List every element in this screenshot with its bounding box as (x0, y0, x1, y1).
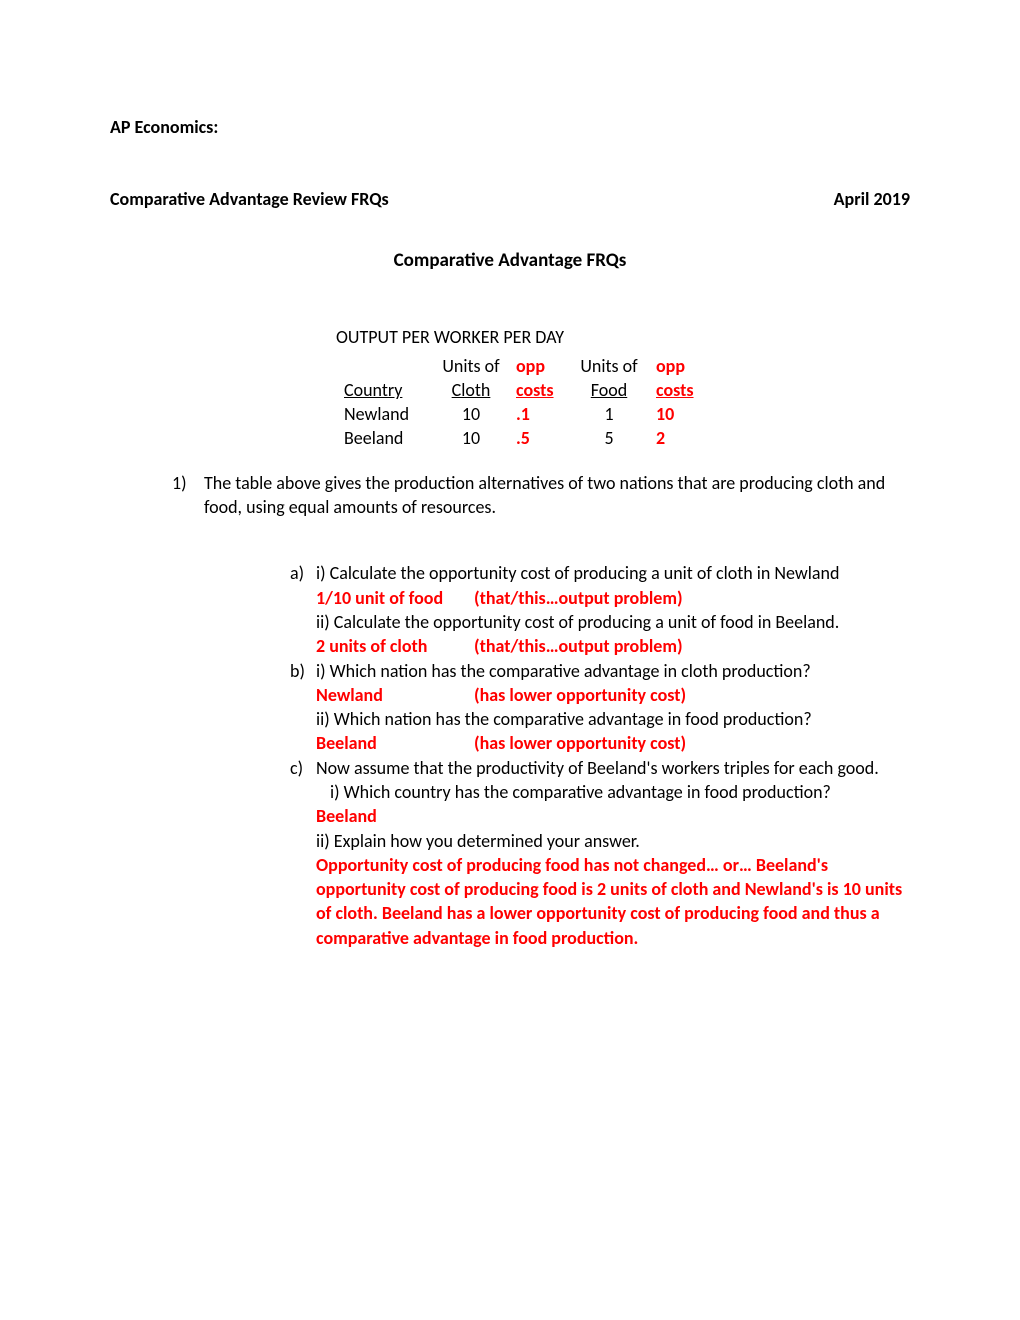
c-i-text: i) Which country has the comparative adv… (316, 780, 910, 804)
part-letter: b) (290, 659, 316, 756)
c-ii-text: ii) Explain how you determined your answ… (316, 829, 910, 853)
header-opp1-bot: costs (508, 378, 570, 402)
header-country: Country (336, 378, 434, 402)
header-opp2-bot: costs (648, 378, 702, 402)
cell-opp2: 10 (648, 402, 702, 426)
table-row: Beeland 10 .5 5 2 (336, 426, 702, 450)
subtitle: Comparative Advantage Review FRQs (110, 187, 389, 211)
cell-food: 1 (570, 402, 648, 426)
cell-opp1: .5 (508, 426, 570, 450)
b-i-answer: Newland (316, 683, 474, 707)
b-i-note: (has lower opportunity cost) (474, 683, 686, 707)
date: April 2019 (834, 187, 910, 211)
c-i-answer: Beeland (316, 804, 910, 828)
cell-opp1: .1 (508, 402, 570, 426)
question-number: 1) (172, 471, 204, 950)
course-title: AP Economics: (110, 115, 910, 139)
b-i-text: i) Which nation has the comparative adva… (316, 659, 910, 683)
cell-country: Newland (336, 402, 434, 426)
part-b: b) i) Which nation has the comparative a… (290, 659, 910, 756)
b-ii-text: ii) Which nation has the comparative adv… (316, 707, 910, 731)
c-intro: Now assume that the productivity of Beel… (316, 756, 910, 780)
part-a: a) i) Calculate the opportunity cost of … (290, 561, 910, 658)
a-ii-note: (that/this…output problem) (474, 634, 683, 658)
b-ii-note: (has lower opportunity cost) (474, 731, 686, 755)
header-opp2-top: opp (648, 354, 702, 378)
cell-food: 5 (570, 426, 648, 450)
question-intro: The table above gives the production alt… (204, 471, 910, 520)
question-1: 1) The table above gives the production … (172, 471, 910, 950)
cell-opp2: 2 (648, 426, 702, 450)
a-ii-answer: 2 units of cloth (316, 634, 474, 658)
header-cloth-top: Units of (434, 354, 508, 378)
table-title: OUTPUT PER WORKER PER DAY (336, 325, 910, 349)
part-letter: a) (290, 561, 316, 658)
header-opp1-top: opp (508, 354, 570, 378)
a-i-note: (that/this…output problem) (474, 586, 683, 610)
table-row: Newland 10 .1 1 10 (336, 402, 702, 426)
a-i-text: i) Calculate the opportunity cost of pro… (316, 561, 910, 585)
header-food-top: Units of (570, 354, 648, 378)
part-c: c) Now assume that the productivity of B… (290, 756, 910, 950)
b-ii-answer: Beeland (316, 731, 474, 755)
header-cloth-bot: Cloth (434, 378, 508, 402)
part-letter: c) (290, 756, 316, 950)
a-i-answer: 1/10 unit of food (316, 586, 474, 610)
cell-cloth: 10 (434, 402, 508, 426)
output-table: OUTPUT PER WORKER PER DAY Units of opp U… (336, 325, 910, 450)
cell-country: Beeland (336, 426, 434, 450)
header-food-bot: Food (570, 378, 648, 402)
a-ii-text: ii) Calculate the opportunity cost of pr… (316, 610, 910, 634)
main-title: Comparative Advantage FRQs (110, 248, 910, 274)
c-ii-answer: Opportunity cost of producing food has n… (316, 853, 910, 950)
cell-cloth: 10 (434, 426, 508, 450)
